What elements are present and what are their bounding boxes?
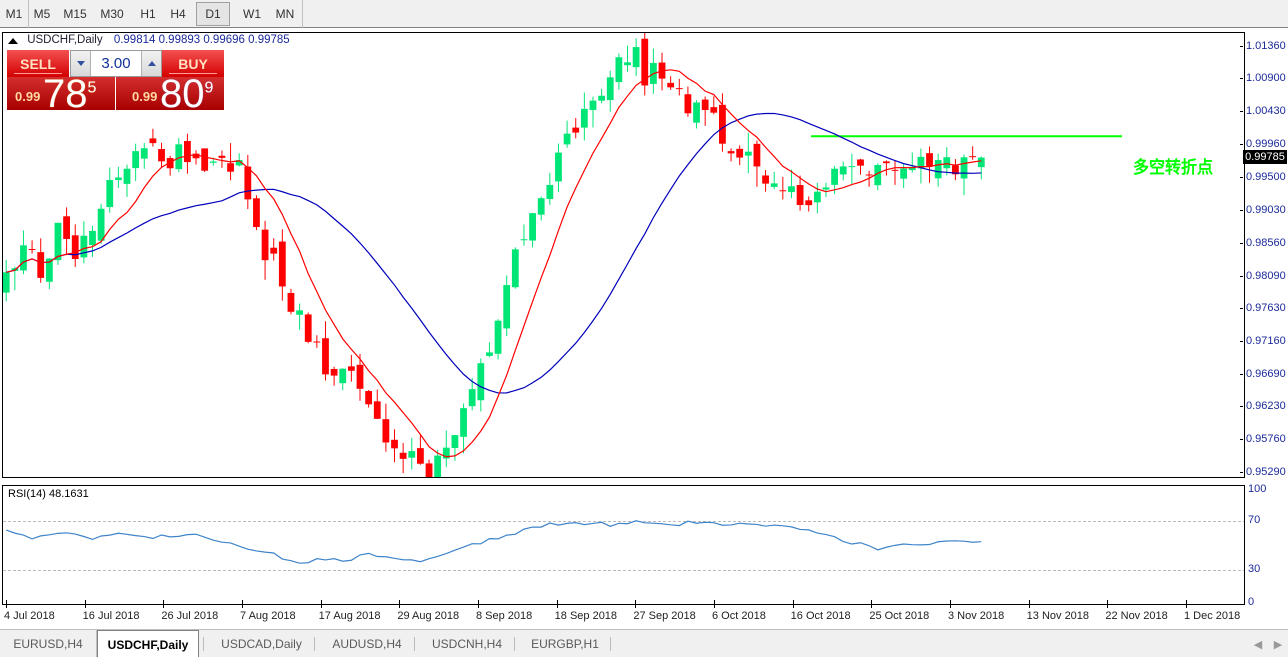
svg-text:多空转折点: 多空转折点 bbox=[1133, 157, 1213, 177]
